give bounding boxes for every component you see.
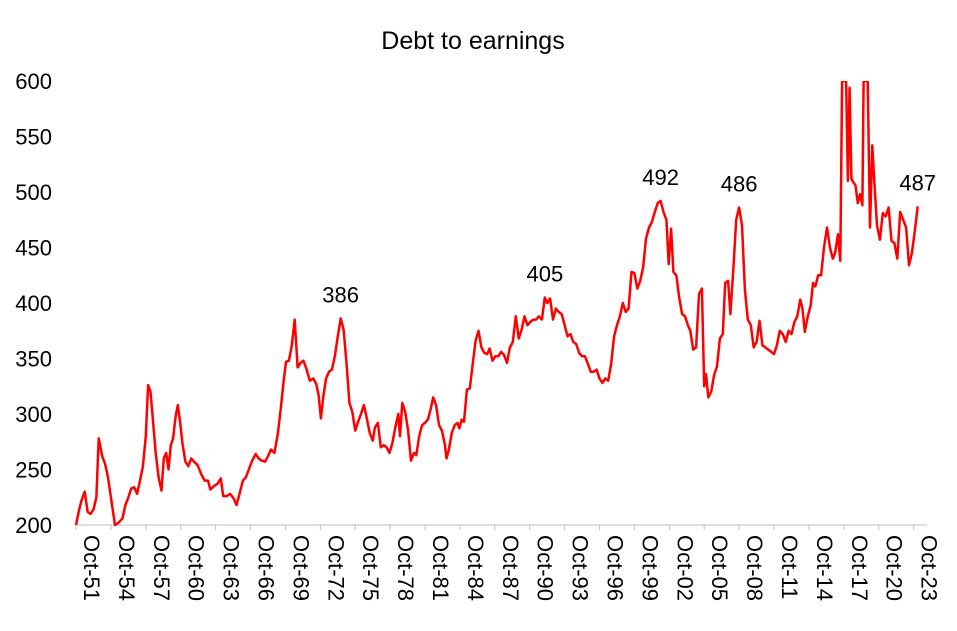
peak-annotation: 405 <box>526 261 563 286</box>
x-tick-label: Oct-60 <box>184 535 209 601</box>
x-tick-label: Oct-11 <box>777 535 802 599</box>
x-tick-label: Oct-05 <box>707 535 732 601</box>
x-tick-label: Oct-99 <box>637 535 662 601</box>
x-tick-label: Oct-23 <box>917 535 942 601</box>
x-tick-label: Oct-90 <box>533 535 558 601</box>
x-tick-label: Oct-93 <box>568 535 593 601</box>
series-line <box>74 81 919 527</box>
y-tick-label: 250 <box>15 458 52 483</box>
y-tick-label: 200 <box>15 513 52 538</box>
x-tick-label: Oct-08 <box>742 535 767 601</box>
x-tick-label: Oct-14 <box>812 535 837 601</box>
y-tick-label: 550 <box>15 125 52 150</box>
y-tick-label: 450 <box>15 236 52 261</box>
peak-annotation: 492 <box>642 165 679 190</box>
x-tick-label: Oct-57 <box>149 535 174 601</box>
x-tick-label: Oct-17 <box>847 535 872 601</box>
x-tick-label: Oct-87 <box>498 535 523 601</box>
x-axis: Oct-51 Oct-54 Oct-57 Oct-60 Oct-63 Oct-66 Oct-… <box>75 524 942 601</box>
chart-title: Debt to earnings <box>381 27 564 55</box>
x-tick-label: Oct-66 <box>254 535 279 601</box>
x-tick-label: Oct-75 <box>358 535 383 601</box>
peak-annotation: 386 <box>322 283 359 308</box>
x-tick-label: Oct-69 <box>288 535 313 601</box>
x-tick-label: Oct-84 <box>463 535 488 601</box>
peak-annotation: 487 <box>899 170 936 195</box>
x-tick-label: Oct-81 <box>428 535 453 601</box>
x-tick-label: Oct-02 <box>672 535 697 601</box>
x-tick-label: Oct-54 <box>114 535 139 601</box>
x-tick-label: Oct-96 <box>603 535 628 601</box>
x-tick-label: Oct-20 <box>882 535 907 601</box>
x-tick-label: Oct-72 <box>323 535 348 601</box>
x-tick-label: Oct-63 <box>219 535 244 601</box>
x-tick-label: Oct-51 <box>79 535 104 601</box>
x-tick-label: Oct-78 <box>393 535 418 601</box>
y-tick-label: 300 <box>15 402 52 427</box>
y-tick-label: 500 <box>15 180 52 205</box>
y-axis: 200 250 300 350 400 450 500 550 600 <box>15 69 52 538</box>
annotation-layer: 386 405 492 486 487 <box>322 165 936 308</box>
y-tick-label: 600 <box>15 69 52 94</box>
y-tick-label: 350 <box>15 347 52 372</box>
series-layer <box>74 81 919 527</box>
y-tick-label: 400 <box>15 291 52 316</box>
peak-annotation: 486 <box>721 172 758 197</box>
